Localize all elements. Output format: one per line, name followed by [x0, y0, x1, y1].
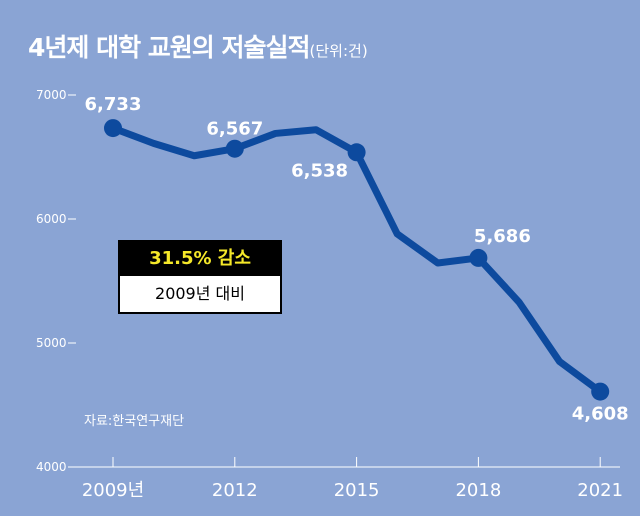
- data-label: 5,686: [474, 226, 531, 247]
- data-point: [225, 139, 244, 158]
- data-point: [104, 119, 122, 138]
- data-label: 4,608: [572, 404, 629, 425]
- x-tick-label: 2018: [455, 480, 501, 501]
- y-tick-label: 5000: [36, 336, 67, 350]
- annotation-headline: 31.5% 감소: [120, 242, 280, 276]
- unit-label: (단위:건): [309, 42, 368, 60]
- chart-title: 4년제 대학 교원의 저술실적(단위:건): [28, 28, 368, 64]
- source-note: 자료:한국연구재단: [84, 414, 185, 429]
- y-tick-label: 4000: [36, 460, 67, 474]
- x-tick-label: 2015: [334, 480, 380, 501]
- y-tick-label: 7000: [36, 88, 67, 102]
- title-text: 4년제 대학 교원의 저술실적: [28, 33, 311, 62]
- x-tick-label: 2012: [212, 480, 258, 501]
- annotation-box: 31.5% 감소 2009년 대비: [118, 240, 282, 314]
- x-tick-label: 2021: [577, 480, 623, 501]
- data-label: 6,733: [85, 94, 142, 115]
- data-label: 6,538: [291, 160, 348, 181]
- x-tick-label: 2009년: [82, 480, 144, 501]
- data-point: [469, 248, 488, 267]
- data-point: [347, 143, 366, 162]
- data-label: 6,567: [206, 119, 263, 140]
- annotation-sub: 2009년 대비: [120, 276, 280, 312]
- y-tick-label: 6000: [36, 212, 67, 226]
- data-point: [591, 382, 610, 401]
